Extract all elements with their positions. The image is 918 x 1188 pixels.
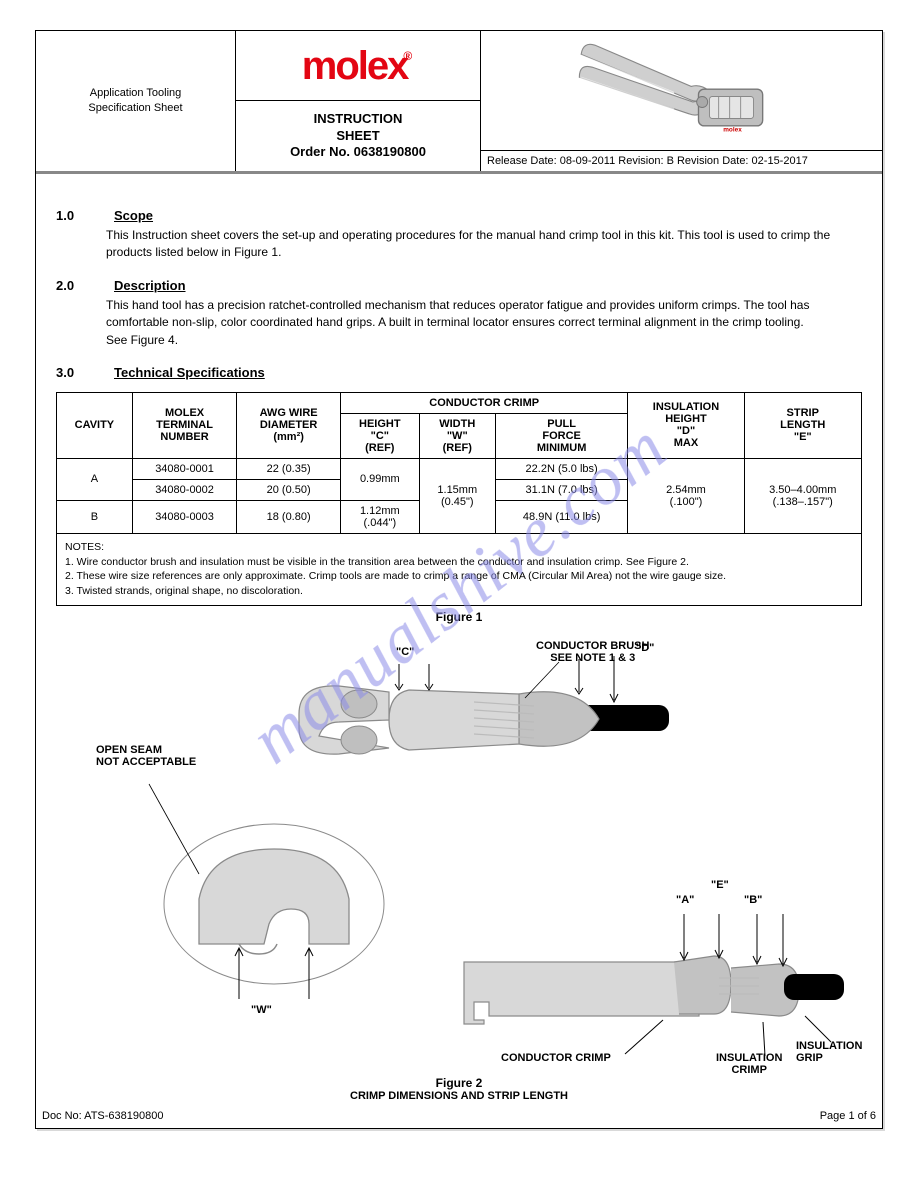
table-notes-row: NOTES: 1. Wire conductor brush and insul… [57,533,862,605]
label-open-seam: OPEN SEAM NOT ACCEPTABLE [96,744,196,768]
page-frame: Application Tooling Specification Sheet … [35,30,883,1129]
th-height: HEIGHT "C" (REF) [340,413,419,458]
section-2-head: 2.0 Description [56,278,862,293]
label-conductor-crimp: CONDUCTOR CRIMP [501,1052,611,1064]
td: 0.99mm [340,458,419,500]
doc-type-line1: INSTRUCTION [314,111,403,128]
td: 18 (0.80) [237,500,341,533]
figure-2-caption: CRIMP DIMENSIONS AND STRIP LENGTH [56,1090,862,1102]
svg-text:molex: molex [723,126,742,133]
crimp-tool-icon: molex [557,36,807,146]
table-row: A 34080-0001 22 (0.35) 0.99mm 1.15mm (0.… [57,458,862,479]
th-conductor: CONDUCTOR CRIMP [340,392,628,413]
th-ins: INSULATION HEIGHT "D" MAX [628,392,744,458]
label-insulation-grip: INSULATION GRIP [796,1040,862,1064]
figure-2-title: Figure 2 [56,1076,862,1090]
td: 1.15mm (0.45") [419,458,495,533]
molex-logo: molex® [302,46,414,86]
content: 1.0 Scope This Instruction sheet covers … [36,174,882,1102]
header-left: Application Tooling Specification Sheet [36,31,236,171]
section-1-text: This Instruction sheet covers the set-up… [106,227,862,262]
th-cavity: CAVITY [57,392,133,458]
th-strip: STRIP LENGTH "E" [744,392,861,458]
th-width: WIDTH "W" (REF) [419,413,495,458]
page-no: Page 1 of 6 [820,1110,876,1122]
td: 48.9N (11.0 lbs) [495,500,628,533]
header-mid: molex® INSTRUCTION SHEET Order No. 06381… [236,31,481,171]
td: 1.12mm (.044") [340,500,419,533]
td: 22.2N (5.0 lbs) [495,458,628,479]
table-row: CAVITY MOLEX TERMINAL NUMBER AWG WIRE DI… [57,392,862,413]
label-a: "A" [676,894,694,906]
section-1-head: 1.0 Scope [56,208,862,223]
header-left-line2: Specification Sheet [88,101,182,116]
order-no: Order No. 0638190800 [290,144,426,161]
logo-text: molex [302,44,408,88]
crimp-diagram-icon [56,644,862,1074]
footer: Doc No: ATS-638190800 Page 1 of 6 [36,1102,882,1128]
td: B [57,500,133,533]
doc-type-line2: SHEET [336,128,379,145]
header-left-line1: Application Tooling [90,86,182,101]
table-notes: NOTES: 1. Wire conductor brush and insul… [57,533,862,605]
label-d: "D" [636,642,654,654]
section-1-num: 1.0 [56,208,106,223]
section-3-head: 3.0 Technical Specifications [56,365,862,380]
th-terminal: MOLEX TERMINAL NUMBER [132,392,237,458]
th-pull: PULL FORCE MINIMUM [495,413,628,458]
section-3-num: 3.0 [56,365,106,380]
release-meta: Release Date: 08-09-2011 Revision: B Rev… [481,151,882,171]
td: 3.50–4.00mm (.138–.157") [744,458,861,533]
td: 2.54mm (.100") [628,458,744,533]
header-right: molex Release Date: 08-09-2011 Revision:… [481,31,882,171]
label-conductor-brush: CONDUCTOR BRUSH SEE NOTE 1 & 3 [536,640,649,664]
spec-table-wrap: CAVITY MOLEX TERMINAL NUMBER AWG WIRE DI… [56,392,862,606]
logo-cell: molex® [236,31,480,101]
spec-table: CAVITY MOLEX TERMINAL NUMBER AWG WIRE DI… [56,392,862,606]
label-b: "B" [744,894,762,906]
label-w: "W" [251,1004,272,1016]
section-1-title: Scope [114,208,153,223]
td: 31.1N (7.0 lbs) [495,479,628,500]
label-e: "E" [711,879,729,891]
section-2-text: This hand tool has a precision ratchet-c… [106,297,862,349]
doc-type: INSTRUCTION SHEET Order No. 0638190800 [236,101,480,171]
td: 34080-0003 [132,500,237,533]
header: Application Tooling Specification Sheet … [36,31,882,174]
td: 34080-0001 [132,458,237,479]
tool-image-cell: molex [481,31,882,151]
figure-2: OPEN SEAM NOT ACCEPTABLE CONDUCTOR BRUSH… [56,644,862,1074]
td: A [57,458,133,500]
doc-no: Doc No: ATS-638190800 [42,1110,163,1122]
td: 34080-0002 [132,479,237,500]
figure-1-title: Figure 1 [56,610,862,624]
label-insulation-crimp: INSULATION CRIMP [716,1052,782,1076]
th-awg: AWG WIRE DIAMETER (mm²) [237,392,341,458]
section-3-title: Technical Specifications [114,365,265,380]
section-2-num: 2.0 [56,278,106,293]
label-c: "C" [396,646,414,658]
section-2-title: Description [114,278,186,293]
td: 22 (0.35) [237,458,341,479]
logo-registered: ® [403,49,410,63]
td: 20 (0.50) [237,479,341,500]
